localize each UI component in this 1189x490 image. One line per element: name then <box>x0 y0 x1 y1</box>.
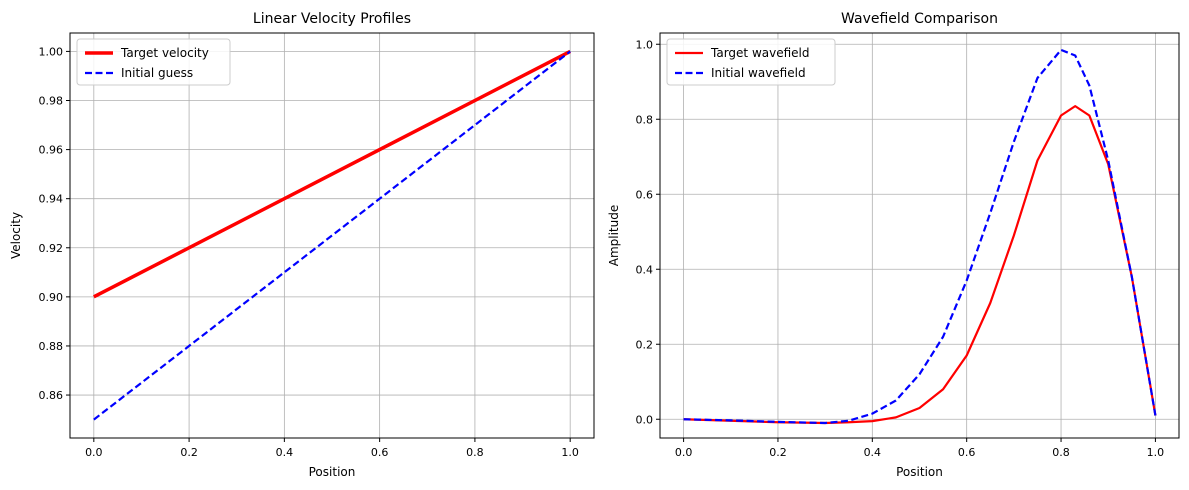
y-tick-label: 0.2 <box>636 338 654 351</box>
chart-1: 0.0 0.2 0.4 0.6 0.8 1.0 0.86 0.88 0.90 0.92 0.94 0.… <box>9 11 595 479</box>
chart-title: Wavefield Comparison <box>841 11 998 27</box>
y-tick-label: 0.92 <box>39 242 64 255</box>
series-line-1 <box>93 49 571 299</box>
y-tick-label: 0.98 <box>39 95 64 108</box>
chart-2: 0.0 0.2 0.4 0.6 0.8 1.0 0.0 0.2 0.4 0.6 0.8 1.0 Wave… <box>607 11 1180 479</box>
x-tick-label: 0.4 <box>276 446 294 459</box>
y-tick-label: 0.8 <box>636 113 654 126</box>
legend-box <box>76 38 231 86</box>
series-line-2 <box>683 48 1157 425</box>
x-tick-label: 0.0 <box>85 446 103 459</box>
y-tick-label: 0.88 <box>39 340 64 353</box>
y-tick-label: 0.6 <box>636 188 654 201</box>
x-tick-label: 0.4 <box>864 446 882 459</box>
y-tick-label: 0.90 <box>39 291 64 304</box>
legend-box <box>666 38 836 86</box>
axes-frame <box>659 32 1180 439</box>
legend-label: Target velocity <box>120 46 209 60</box>
x-tick-label: 0.8 <box>1052 446 1070 459</box>
x-tick-label: 0.2 <box>180 446 198 459</box>
x-tick-label: 0.8 <box>466 446 484 459</box>
series-line-1 <box>683 105 1157 425</box>
y-tick-label: 0.94 <box>39 193 64 206</box>
x-tick-label: 0.2 <box>769 446 787 459</box>
chart-title: Linear Velocity Profiles <box>253 11 411 27</box>
x-tick-label: 1.0 <box>561 446 579 459</box>
x-tick-label: 0.0 <box>675 446 693 459</box>
series-line-2 <box>93 50 571 421</box>
x-axis-label: Position <box>309 465 356 479</box>
y-tick-label: 0.0 <box>636 413 654 426</box>
y-tick-label: 0.96 <box>39 144 64 157</box>
legend-label: Initial wavefield <box>711 66 806 80</box>
axes-frame <box>69 32 595 439</box>
legend: Target wavefield Initial wavefield <box>666 38 836 86</box>
x-axis-label: Position <box>896 465 943 479</box>
y-axis-label: Velocity <box>9 212 23 259</box>
legend-label: Initial guess <box>121 66 193 80</box>
x-tick-label: 0.6 <box>958 446 976 459</box>
y-tick-label: 0.86 <box>39 389 64 402</box>
y-tick-label: 1.0 <box>636 38 654 51</box>
legend: Target velocity Initial guess <box>76 38 231 86</box>
y-tick-label: 0.4 <box>636 263 654 276</box>
x-tick-label: 0.6 <box>371 446 389 459</box>
x-tick-label: 1.0 <box>1147 446 1165 459</box>
legend-label: Target wavefield <box>710 46 809 60</box>
y-tick-label: 1.00 <box>39 45 64 58</box>
y-axis-label: Amplitude <box>607 205 621 267</box>
